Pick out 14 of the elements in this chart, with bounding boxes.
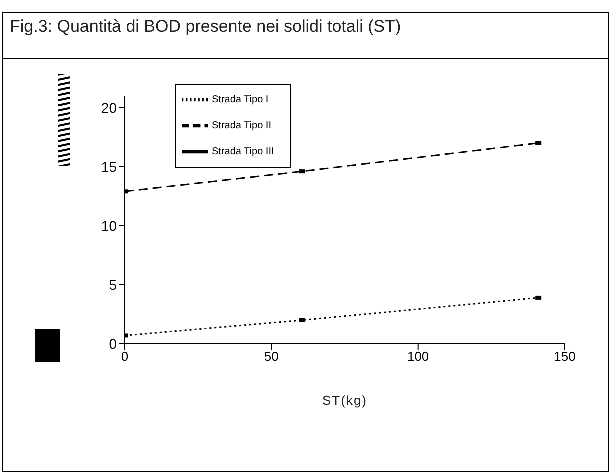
x-tick-label: 150 bbox=[554, 349, 576, 364]
y-tick-label: 5 bbox=[109, 276, 118, 293]
x-tick-label: 100 bbox=[407, 349, 430, 364]
legend-label: Strada Tipo I bbox=[212, 94, 269, 106]
y-tick-label: 10 bbox=[101, 218, 118, 234]
x-axis-title: ST(kg) bbox=[322, 393, 368, 408]
y-tick-label: 15 bbox=[101, 158, 118, 175]
y-tick-label: 20 bbox=[101, 100, 118, 116]
y-tick-label: 0 bbox=[109, 336, 118, 352]
legend-label: Strada Tipo III bbox=[212, 146, 274, 158]
legend-label: Strada Tipo II bbox=[212, 120, 272, 132]
x-tick-label: 50 bbox=[264, 349, 279, 364]
chart-title: Fig.3: Quantità di BOD presente nei solidi totali (ST) bbox=[10, 17, 402, 37]
x-tick-label: 0 bbox=[121, 349, 129, 364]
